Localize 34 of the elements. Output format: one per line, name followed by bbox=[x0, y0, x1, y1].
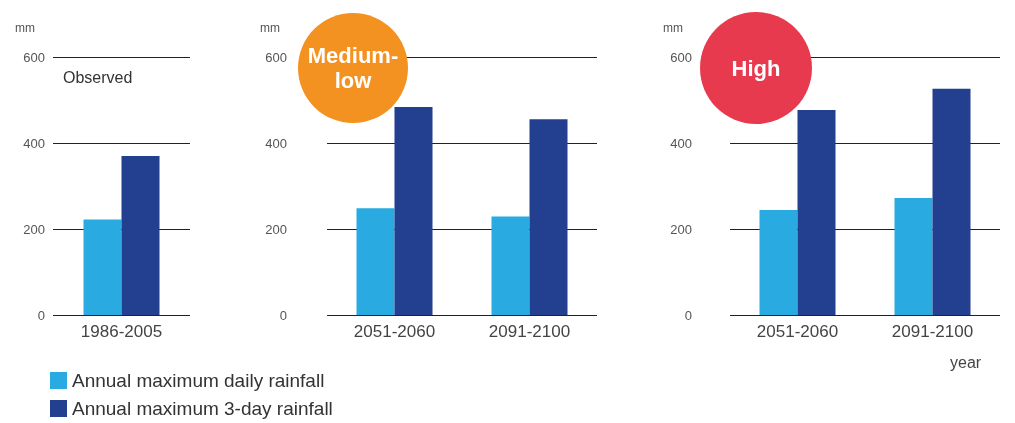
y-axis-title: mm bbox=[15, 21, 35, 35]
x-tick-label: 2051-2060 bbox=[756, 322, 839, 341]
bar bbox=[759, 210, 798, 315]
x-tick-label: 2091-2100 bbox=[891, 322, 974, 341]
bar bbox=[932, 88, 971, 315]
bar bbox=[529, 119, 568, 315]
text: Observed bbox=[63, 68, 133, 86]
chart-title: High bbox=[730, 55, 782, 81]
y-tick-label: 400 bbox=[23, 135, 45, 151]
chart-title: Medium-low bbox=[306, 43, 400, 93]
y-axis-title: mm bbox=[260, 21, 280, 35]
y-tick-label: 400 bbox=[670, 135, 692, 151]
x-axis-title: year bbox=[950, 353, 982, 371]
x-tick-label: 1986-2005 bbox=[80, 322, 163, 341]
y-tick-label: 600 bbox=[670, 49, 692, 65]
bar bbox=[394, 106, 433, 315]
legend-label: Annual maximum 3-day rainfall bbox=[72, 398, 333, 419]
x-tick-label: 2091-2100 bbox=[488, 322, 571, 341]
y-tick-label: 200 bbox=[265, 221, 287, 237]
y-tick-label: 0 bbox=[684, 307, 692, 323]
bar bbox=[356, 208, 395, 315]
y-tick-label: 200 bbox=[23, 221, 45, 237]
y-tick-label: 400 bbox=[265, 135, 287, 151]
x-tick-label: 2051-2060 bbox=[353, 322, 436, 341]
y-tick-label: 600 bbox=[23, 49, 45, 65]
y-tick-label: 200 bbox=[670, 221, 692, 237]
y-axis-title: mm bbox=[663, 21, 683, 35]
bar bbox=[894, 198, 933, 315]
y-tick-label: 0 bbox=[37, 307, 45, 323]
bar bbox=[491, 216, 530, 315]
bar bbox=[797, 109, 836, 315]
y-tick-label: 0 bbox=[279, 307, 287, 323]
y-tick-label: 600 bbox=[265, 49, 287, 65]
legend-label: Annual maximum daily rainfall bbox=[72, 370, 325, 391]
